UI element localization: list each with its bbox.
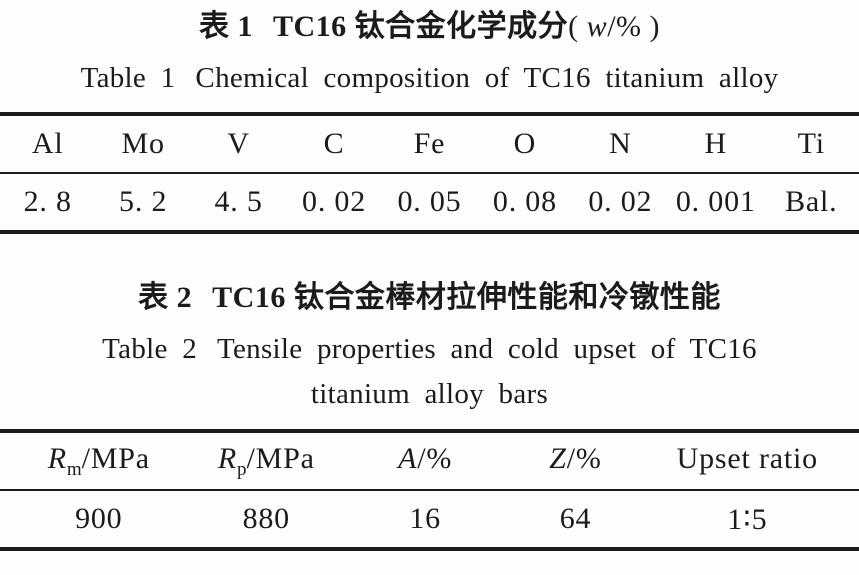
table1-value-cell: 0. 02 — [302, 185, 367, 218]
table1-header-cell: V — [190, 114, 287, 174]
paren-close: /% ) — [607, 10, 661, 43]
quantity-unit: /% — [417, 441, 453, 475]
table1-header-cell: O — [477, 114, 573, 174]
table1-caption-zh-text: TC16 钛合金化学成分 — [272, 10, 569, 43]
table1-data-row: 2. 8 5. 2 4. 5 0. 02 0. 05 0. 08 0. 02 0… — [0, 173, 859, 232]
table2-caption-en-line2: titanium alloy bars — [310, 378, 549, 410]
table1-value-cell: 4. 5 — [214, 185, 263, 218]
table2-tensile-properties: Rm/MPa Rp/MPa A/% Z/% Upset ratio 900 88… — [0, 429, 859, 551]
table2-caption-zh: 表 2 TC16 钛合金棒材拉伸性能和冷镦性能 — [0, 279, 859, 317]
table1-value-cell: 2. 8 — [23, 185, 72, 218]
quantity-symbol: R — [217, 441, 237, 475]
paren-open: ( — [568, 10, 587, 43]
quantity-unit: /MPa — [81, 441, 150, 475]
table2-value-cell: 900 — [75, 502, 123, 535]
table1-value-cell: 0. 001 — [675, 185, 756, 218]
table1-header-cell: C — [286, 114, 382, 174]
table1-header-cell: H — [668, 114, 764, 174]
quantity-unit: Upset ratio — [676, 441, 818, 475]
table2-header-cell: Upset ratio — [635, 431, 859, 491]
table1-caption-en-label: Table 1 — [80, 62, 176, 94]
table2-header-cell: Z/% — [515, 431, 636, 491]
table1-value-cell: 5. 2 — [119, 185, 168, 218]
quantity-symbol: A — [398, 441, 418, 475]
table1-value-cell: Bal. — [785, 185, 838, 218]
table2-value-cell: 880 — [242, 502, 290, 535]
quantity-subscript: m — [66, 458, 82, 480]
table2-value-cell: 16 — [409, 502, 441, 535]
table2-header-cell: Rm/MPa — [0, 431, 198, 491]
quantity-unit: /% — [566, 441, 602, 475]
table1-caption-zh-label: 表 1 — [198, 10, 253, 43]
table1-header-row: Al Mo V C Fe O N H Ti — [0, 114, 859, 174]
table2-value-cell: 64 — [559, 502, 592, 535]
table2-caption-zh-label: 表 2 — [138, 281, 193, 314]
table1-value-cell: 0. 08 — [492, 185, 557, 218]
table1-header-cell: Ti — [763, 114, 859, 174]
mass-fraction-symbol: w — [586, 10, 608, 43]
quantity-subscript: p — [236, 458, 247, 480]
table2-value-cell: 1∶5 — [727, 502, 768, 536]
paper-page: 表 1 TC16 钛合金化学成分( w/% ) Table 1 Chemical c… — [0, 8, 859, 575]
table2-header-cell: A/% — [335, 431, 516, 491]
table2-caption-en-line1: Table 2 Tensile properties and cold upset… — [0, 331, 859, 367]
table1-header-cell: N — [572, 114, 669, 174]
table1-caption-zh: 表 1 TC16 钛合金化学成分( w/% ) — [0, 8, 859, 46]
table1-header-cell: Fe — [381, 114, 478, 174]
quantity-unit: /MPa — [246, 441, 315, 475]
table1-value-cell: 0. 05 — [397, 185, 462, 218]
table2-header-row: Rm/MPa Rp/MPa A/% Z/% Upset ratio — [0, 431, 859, 491]
table2-data-row: 900 880 16 64 1∶5 — [0, 490, 859, 549]
table1-chemical-composition: Al Mo V C Fe O N H Ti 2. 8 5. 2 4. 5 0. … — [0, 112, 859, 234]
table2-caption-en-text: Tensile properties and cold upset of TC1… — [217, 333, 757, 365]
quantity-symbol: R — [47, 441, 67, 475]
table2-caption-zh-text: TC16 钛合金棒材拉伸性能和冷镦性能 — [212, 281, 721, 314]
table1-header-cell: Mo — [95, 114, 191, 174]
table2-header-cell: Rp/MPa — [197, 431, 335, 491]
table1-header-cell: Al — [0, 114, 96, 174]
table1-caption-en: Table 1 Chemical composition of TC16 tita… — [0, 60, 859, 96]
table1-caption-en-text: Chemical composition of TC16 titanium al… — [195, 62, 779, 94]
table1-value-cell: 0. 02 — [588, 185, 653, 218]
table2-caption-en-label: Table 2 — [102, 333, 198, 365]
quantity-symbol: Z — [549, 441, 567, 475]
